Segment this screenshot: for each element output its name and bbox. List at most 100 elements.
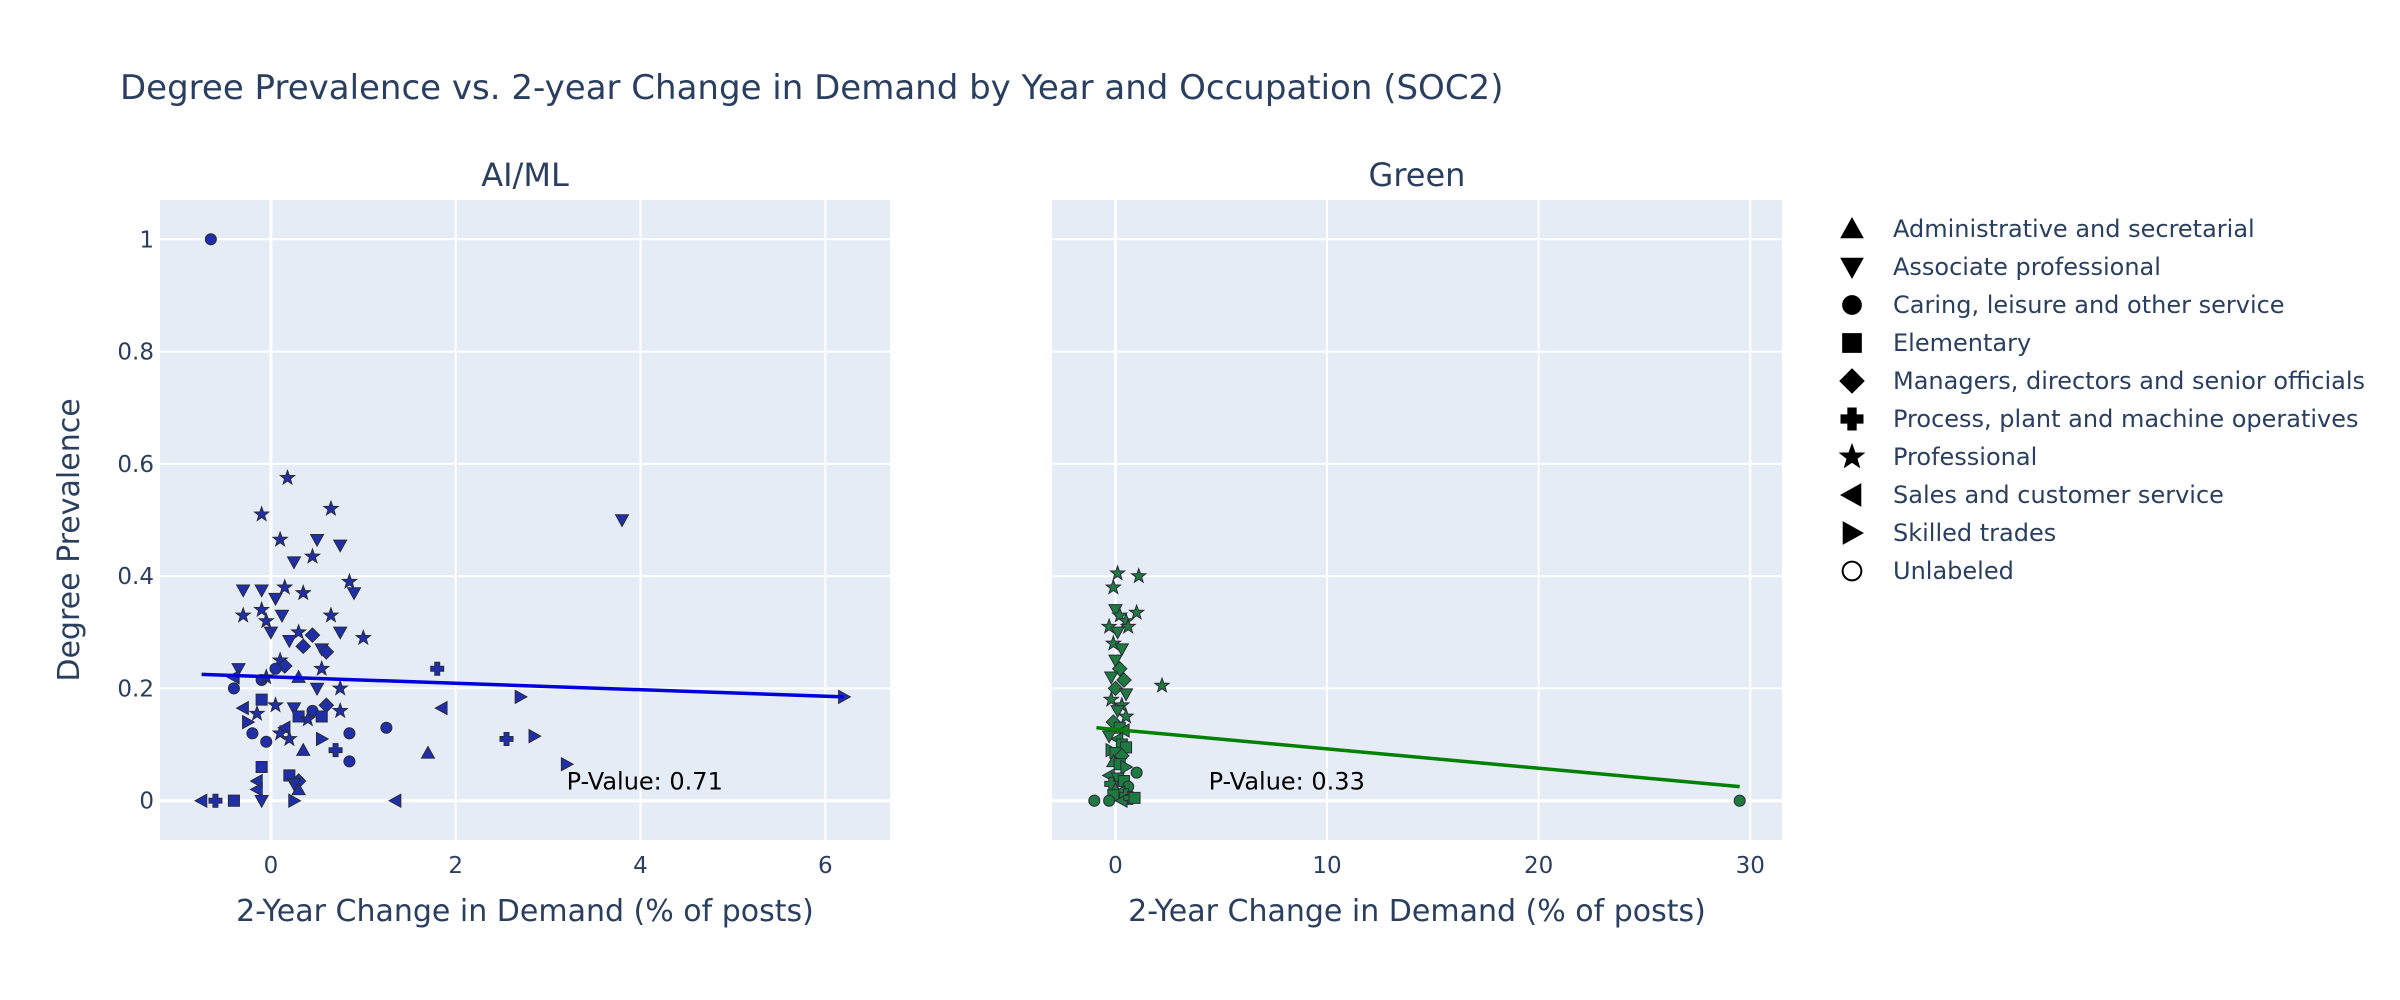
data-point <box>331 701 349 719</box>
triangle-left-icon <box>1839 483 1862 507</box>
data-point <box>266 696 285 713</box>
legend-item[interactable]: Unlabeled <box>1841 557 2014 585</box>
data-point <box>276 578 294 595</box>
legend-item[interactable]: Process, plant and machine operatives <box>1840 405 2359 433</box>
data-point <box>290 623 308 640</box>
data-point <box>235 700 249 716</box>
legend-label: Elementary <box>1893 329 2031 357</box>
data-point <box>346 587 362 601</box>
legend-item[interactable]: Administrative and secretarial <box>1840 215 2255 243</box>
data-point <box>253 600 271 618</box>
data-point <box>514 689 528 705</box>
x-tick-label: 4 <box>633 853 648 879</box>
x-tick-label: 20 <box>1524 853 1553 879</box>
legend-item[interactable]: Sales and customer service <box>1839 481 2224 509</box>
data-point <box>282 635 297 649</box>
x-tick-label: 30 <box>1736 853 1765 879</box>
diamond-icon <box>1839 368 1865 394</box>
legend-label: Process, plant and machine operatives <box>1893 405 2359 433</box>
data-point <box>295 742 311 756</box>
legend-label: Managers, directors and senior officials <box>1893 367 2365 395</box>
data-point <box>1103 794 1116 807</box>
data-point <box>316 731 330 747</box>
data-point <box>255 760 268 774</box>
data-point <box>1107 680 1124 697</box>
data-point <box>1128 791 1141 804</box>
y-tick-label: 0.2 <box>117 676 154 702</box>
x-axis-title: 2-Year Change in Demand (% of posts) <box>1128 894 1706 929</box>
data-point <box>1114 643 1130 657</box>
data-point <box>1118 688 1134 702</box>
legend-item[interactable]: Professional <box>1838 442 2037 471</box>
data-point <box>280 729 298 747</box>
data-point <box>1116 672 1132 688</box>
y-tick-label: 1 <box>139 227 154 253</box>
p-value-annotation: P-Value: 0.33 <box>1209 767 1365 795</box>
data-point <box>322 606 340 623</box>
subplot-title: Green <box>1369 156 1466 194</box>
data-point <box>279 468 297 486</box>
data-point <box>388 793 402 809</box>
data-point <box>1153 676 1171 693</box>
data-point <box>194 793 208 809</box>
data-point <box>260 735 273 748</box>
trend-line <box>201 672 844 699</box>
circle-icon <box>1842 295 1862 315</box>
data-point <box>1120 759 1134 775</box>
legend-label: Associate professional <box>1893 253 2161 281</box>
legend-item[interactable]: Skilled trades <box>1842 519 2056 547</box>
legend-item[interactable]: Associate professional <box>1840 253 2161 281</box>
legend-item[interactable]: Elementary <box>1842 329 2031 357</box>
cross-icon <box>1840 407 1864 431</box>
data-point <box>204 233 217 246</box>
data-point <box>313 659 331 677</box>
data-point <box>242 714 256 730</box>
data-point <box>253 505 271 522</box>
legend-label: Sales and customer service <box>1893 481 2224 509</box>
data-point <box>331 679 349 696</box>
data-point <box>1100 617 1118 634</box>
data-point <box>1108 654 1123 668</box>
data-point <box>1130 567 1148 584</box>
data-point <box>248 704 266 721</box>
data-point <box>304 627 321 643</box>
data-point <box>340 572 358 589</box>
data-point <box>295 638 312 655</box>
triangle-up-icon <box>1840 216 1864 239</box>
data-point <box>227 794 240 807</box>
data-point <box>309 682 325 696</box>
data-point <box>286 556 302 570</box>
legend: Administrative and secretarial Associate … <box>1838 215 2365 585</box>
data-point <box>343 755 356 768</box>
data-point <box>299 710 317 727</box>
data-point <box>257 612 275 629</box>
y-tick-label: 0.8 <box>117 340 154 366</box>
data-point <box>354 628 372 646</box>
subplot-green: 0 10 20 30 Green 2-Year Change in Demand (% o… <box>1052 156 1782 929</box>
data-point <box>322 499 340 517</box>
data-point <box>294 584 312 601</box>
data-point <box>234 606 252 623</box>
x-axis-title: 2-Year Change in Demand (% of posts) <box>236 894 814 929</box>
plot-area <box>1052 200 1782 840</box>
p-value-annotation: P-Value: 0.71 <box>567 767 723 795</box>
data-point <box>309 533 325 548</box>
data-point <box>560 756 575 772</box>
star-icon <box>1838 442 1866 469</box>
x-tick-label: 0 <box>1108 853 1123 879</box>
data-point <box>499 731 514 746</box>
legend-label: Administrative and secretarial <box>1893 215 2255 243</box>
data-point <box>235 584 251 598</box>
data-point <box>332 539 348 553</box>
y-axis-title: Degree Prevalence <box>52 398 87 681</box>
legend-item[interactable]: Managers, directors and senior officials <box>1839 367 2365 395</box>
data-point <box>1733 794 1746 807</box>
data-point <box>318 644 335 660</box>
data-point <box>328 743 343 758</box>
legend-item[interactable]: Caring, leisure and other service <box>1842 291 2285 319</box>
data-point <box>269 662 282 675</box>
data-point <box>249 782 263 797</box>
data-point <box>1104 634 1122 651</box>
data-point <box>528 728 542 744</box>
data-point <box>1109 564 1127 581</box>
